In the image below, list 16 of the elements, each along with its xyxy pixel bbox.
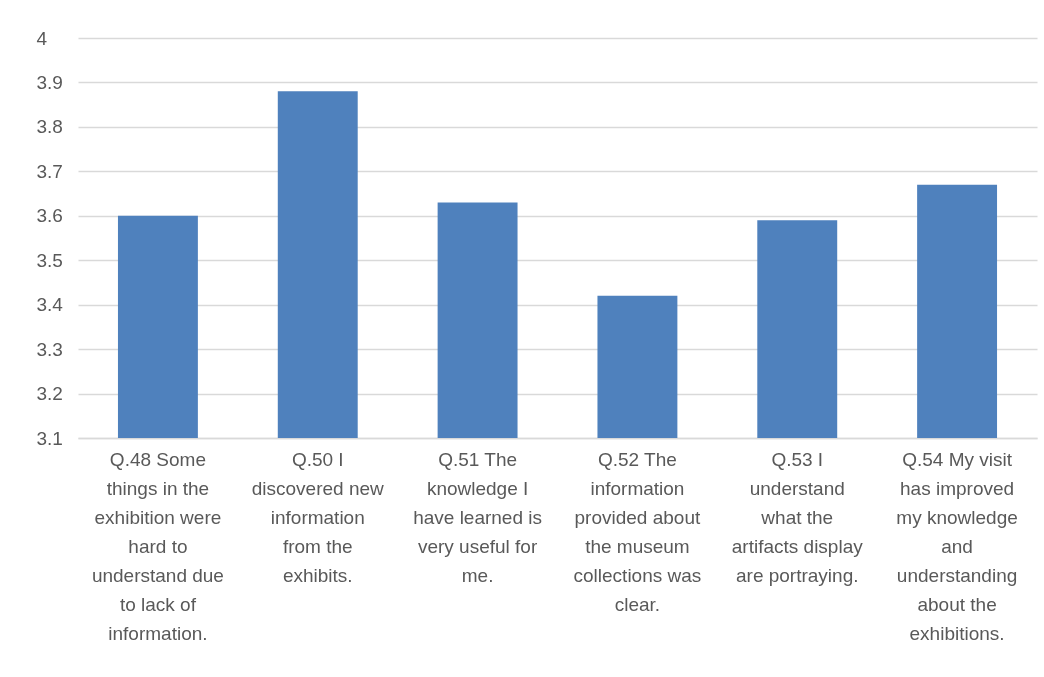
x-tick-label: Q.53 I understand what the artifacts display are portraying.: [731, 448, 864, 586]
y-tick-label: 3.2: [36, 383, 63, 405]
y-tick-label: 3.9: [36, 71, 63, 93]
y-tick-label: 3.4: [36, 294, 64, 316]
x-tick-label: Q.52 The information provided about the museum collections was clear.: [573, 448, 702, 615]
y-tick-label: 3.8: [36, 116, 63, 138]
y-tick-label: 3.6: [36, 205, 63, 227]
x-tick-label: Q.48 Some things in the exhibition were hard to understand due to lack of information.: [91, 448, 224, 644]
x-tick-label: Q.54 My visit has improved my knowledge and understanding about the exhibitions.: [896, 448, 1018, 644]
y-tick-label: 3.3: [36, 338, 63, 360]
x-tick-label: Q.50 I discovered new information from the exhibits.: [251, 448, 385, 586]
y-tick-label: 3.1: [36, 427, 63, 449]
y-tick-label: 3.7: [36, 160, 63, 182]
x-tick-label: Q.51 The knowledge I have learned is very useful for me.: [413, 448, 543, 586]
y-tick-label: 4: [36, 27, 48, 49]
y-tick-label: 3.5: [36, 249, 63, 271]
